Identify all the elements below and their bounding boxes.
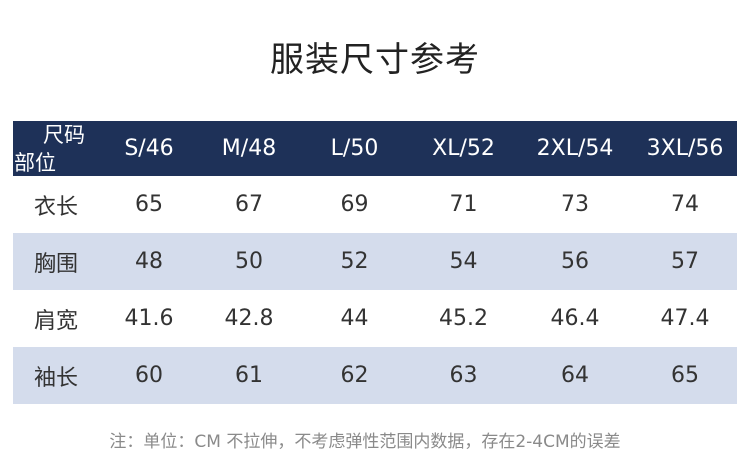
part-label: 肩宽 [33,308,78,334]
table-cell: 65 [671,363,699,388]
table-cell: 71 [449,192,478,217]
part-label: 袖长 [33,365,78,391]
table-cell: 42.8 [224,306,274,331]
size-header: L/50 [330,136,379,161]
table-row: 袖长 60 61 62 63 64 65 [13,347,737,404]
table-cell: 65 [135,192,163,217]
table-cell: 50 [235,249,263,274]
corner-size-label: 尺码 [43,123,85,147]
table-cell: 63 [449,363,478,388]
table-cell: 64 [561,363,589,388]
table-row: 胸围 48 50 52 54 56 57 [13,233,737,290]
table-cell: 67 [235,192,263,217]
table-cell: 45.2 [439,306,488,331]
table-cell: 56 [561,249,589,274]
size-chart-table: 尺码 部位 S/46 M/48 L/50 XL/52 2XL/54 3XL/56… [13,121,737,404]
table-cell: 46.4 [550,306,600,331]
size-header: 2XL/54 [536,136,614,161]
corner-part-label: 部位 [14,151,56,175]
table-cell: 48 [135,249,163,274]
corner-header-cell: 尺码 部位 [13,121,99,176]
size-header: XL/52 [432,136,495,161]
table-cell: 62 [340,363,369,388]
table-cell: 41.6 [124,306,174,331]
table-cell: 60 [135,363,163,388]
size-header: 3XL/56 [646,136,724,161]
table-cell: 47.4 [660,306,710,331]
size-header: M/48 [221,136,277,161]
table-cell: 44 [340,306,369,331]
table-cell: 69 [340,192,369,217]
page-title: 服装尺寸参考 [270,40,480,80]
table-header-row: 尺码 部位 S/46 M/48 L/50 XL/52 2XL/54 3XL/56 [13,121,737,176]
table-cell: 61 [235,363,263,388]
table-cell: 73 [561,192,589,217]
size-header: S/46 [124,136,174,161]
footnote: 注：单位：CM 不拉伸，不考虑弹性范围内数据，存在2-4CM的误差 [109,432,621,452]
part-label: 胸围 [33,251,78,277]
table-row: 衣长 65 67 69 71 73 74 [13,176,737,233]
table-cell: 52 [340,249,369,274]
part-label: 衣长 [33,194,78,220]
table-cell: 74 [671,192,699,217]
table-row: 肩宽 41.6 42.8 44 45.2 46.4 47.4 [13,290,737,347]
table-cell: 57 [671,249,699,274]
table-cell: 54 [449,249,478,274]
